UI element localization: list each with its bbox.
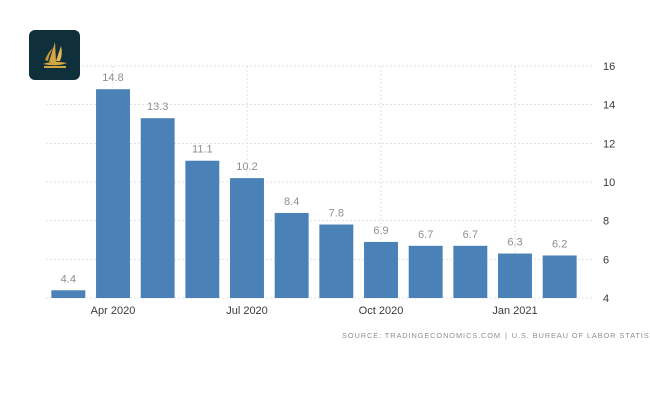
data-label: 6.3 bbox=[507, 237, 522, 249]
data-label: 14.8 bbox=[102, 72, 123, 84]
bar bbox=[364, 241, 398, 298]
bar bbox=[408, 245, 443, 298]
x-tick-label: Apr 2020 bbox=[91, 305, 136, 317]
y-axis: 4 6 8 10 12 14 16 bbox=[603, 61, 615, 305]
y-tick-label: 4 bbox=[603, 293, 609, 305]
bar bbox=[319, 224, 354, 298]
gold-sail-logo-icon bbox=[43, 42, 67, 68]
chart-data-labels: 4.4 14.8 13.3 11.1 10.2 8.4 7.8 6.9 6.7 6.7 6.3 6.2 bbox=[61, 72, 568, 285]
x-tick-label: Oct 2020 bbox=[359, 305, 404, 317]
data-label: 10.2 bbox=[236, 161, 257, 173]
y-tick-label: 8 bbox=[603, 216, 609, 228]
bar bbox=[542, 255, 577, 298]
y-tick-label: 14 bbox=[603, 100, 615, 112]
source-right-text: U.S. BUREAU OF LABOR STATISTICS bbox=[511, 331, 650, 340]
bar bbox=[185, 160, 220, 298]
data-label: 6.7 bbox=[463, 229, 478, 241]
data-label: 13.3 bbox=[147, 101, 168, 113]
data-label: 6.2 bbox=[552, 238, 567, 250]
bar bbox=[498, 253, 532, 298]
bar bbox=[96, 89, 130, 298]
bar bbox=[51, 290, 86, 298]
source-separator: | bbox=[504, 331, 508, 340]
data-label: 11.1 bbox=[192, 144, 213, 156]
bar bbox=[274, 212, 309, 298]
bar bbox=[230, 178, 264, 298]
bar bbox=[140, 118, 175, 298]
y-tick-label: 12 bbox=[603, 138, 615, 150]
chart-bars bbox=[51, 89, 577, 298]
data-label: 7.8 bbox=[329, 208, 344, 220]
x-tick-label: Jul 2020 bbox=[226, 305, 268, 317]
source-left-text: SOURCE: TRADINGECONOMICS.COM bbox=[342, 331, 501, 340]
data-label: 8.4 bbox=[284, 196, 299, 208]
source-credit: SOURCE: TRADINGECONOMICS.COM | U.S. BUREAU… bbox=[342, 331, 650, 340]
data-label: 6.7 bbox=[418, 229, 433, 241]
data-label: 6.9 bbox=[373, 225, 388, 237]
x-tick-label: Jan 2021 bbox=[492, 305, 537, 317]
x-axis: Apr 2020 Jul 2020 Oct 2020 Jan 2021 bbox=[91, 305, 538, 317]
bar bbox=[453, 245, 488, 298]
y-tick-label: 10 bbox=[603, 177, 615, 189]
data-label: 4.4 bbox=[61, 273, 76, 285]
brand-logo bbox=[29, 30, 80, 80]
y-tick-label: 16 bbox=[603, 61, 615, 73]
y-tick-label: 6 bbox=[603, 254, 609, 266]
